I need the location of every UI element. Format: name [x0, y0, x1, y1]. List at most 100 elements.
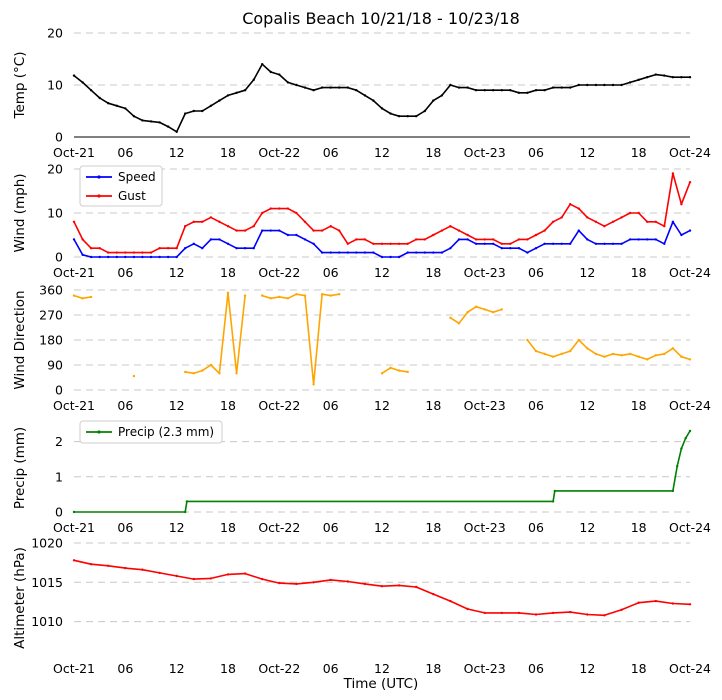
wind-data-point [483, 242, 486, 245]
temp-data-point [346, 86, 349, 89]
temp-data-point [89, 89, 93, 92]
temp-data-point [243, 89, 247, 92]
temp-data-point [166, 125, 170, 128]
temp-series-temp-line [73, 63, 690, 133]
wind-data-point [440, 251, 444, 254]
direction-data-point [312, 383, 315, 386]
wind-data-point [620, 216, 623, 219]
direction-xtick-label: 18 [631, 398, 647, 413]
temp-data-point [201, 109, 204, 113]
wind-data-point [492, 238, 495, 241]
wind-data-point [201, 220, 204, 223]
direction-data-point [560, 352, 563, 356]
temp-data-point [363, 94, 367, 97]
wind-data-point [261, 211, 264, 215]
direction-xtick-label: 06 [528, 398, 544, 413]
direction-ytick-label: 90 [47, 358, 63, 373]
wind-data-point [252, 225, 255, 228]
wind-data-point [166, 247, 170, 250]
temp-xtick-label: 12 [169, 145, 185, 160]
wind-data-point [149, 255, 153, 259]
wind-data-point [363, 238, 367, 241]
direction-xtick-label: 06 [323, 398, 339, 413]
temp-data-point [457, 86, 461, 89]
precip-ytick-label: 1 [55, 469, 63, 484]
altimeter-data-point [226, 573, 230, 576]
wind-series-speed-line [73, 221, 691, 258]
direction-data-point [184, 370, 187, 374]
precip-data-point [680, 447, 683, 450]
direction-data-point [671, 347, 675, 350]
wind-data-point [680, 203, 683, 206]
wind-data-point [98, 255, 101, 259]
direction-data-point [457, 322, 461, 325]
temp-data-point [551, 86, 555, 89]
temp-xtick-label: 06 [117, 145, 133, 160]
wind-data-point [688, 181, 692, 184]
precip-xtick-label: Oct-22 [258, 520, 300, 535]
wind-data-point [466, 238, 469, 241]
temp-data-point [107, 102, 110, 105]
wind-data-point [107, 251, 110, 254]
wind-legend-label: Gust [118, 189, 146, 203]
wind-data-point [329, 225, 332, 228]
wind-data-point [226, 242, 230, 245]
precip-xtick-label: 18 [220, 520, 236, 535]
precip-data-point [184, 510, 187, 514]
wind-data-point [89, 247, 93, 250]
wind-data-point [671, 220, 675, 223]
direction-xtick-label: 12 [374, 398, 390, 413]
wind-legend-marker [97, 194, 101, 198]
altimeter-ytick-label: 1020 [31, 536, 63, 551]
wind-data-point [637, 211, 640, 215]
altimeter-data-point [209, 577, 213, 580]
wind-data-point [158, 255, 161, 259]
precip-data-point [72, 510, 76, 514]
temp-data-point [474, 89, 478, 92]
precip-xtick-label: Oct-21 [53, 520, 95, 535]
wind-xtick-label: 18 [220, 265, 236, 280]
wind-data-point [235, 229, 238, 232]
wind-data-point [577, 229, 580, 232]
temp-xtick-label: 12 [579, 145, 595, 160]
wind-data-point [654, 238, 657, 241]
wind-legend-marker [97, 175, 101, 179]
wind-data-point [577, 207, 580, 210]
temp-data-point [526, 91, 529, 95]
temp-data-point [654, 73, 657, 76]
wind-data-point [184, 247, 187, 250]
precip-ytick-label: 0 [55, 505, 63, 520]
precip-xtick-label: 12 [579, 520, 595, 535]
precip-xtick-label: 18 [631, 520, 647, 535]
wind-data-point [218, 220, 221, 223]
wind-data-point [346, 251, 349, 254]
temp-data-point [141, 119, 144, 122]
wind-data-point [637, 238, 640, 241]
precip-xtick-label: 12 [169, 520, 185, 535]
wind-data-point [226, 225, 230, 228]
direction-data-point [577, 338, 580, 342]
altimeter-data-point [654, 599, 657, 603]
wind-data-point [312, 229, 315, 232]
altimeter-xtick-label: 12 [579, 661, 595, 676]
temp-data-point [226, 94, 230, 97]
altimeter-xtick-label: 06 [117, 661, 133, 676]
altimeter-data-point [243, 572, 247, 575]
altimeter-data-point [500, 611, 503, 615]
altimeter-y-axis-label: Altimeter (hPa) [12, 547, 28, 649]
wind-data-point [432, 233, 435, 237]
direction-data-point [397, 369, 401, 372]
wind-panel: 0 10 20 Oct-21 06 12 18 Oct-22 06 12 18 Oct-23 06 12 1… [12, 162, 711, 281]
temp-data-point [124, 107, 127, 110]
altimeter-data-point [415, 585, 418, 589]
wind-data-point [603, 225, 606, 228]
wind-data-point [492, 242, 495, 245]
wind-data-point [320, 251, 324, 254]
altimeter-data-point [517, 611, 521, 615]
altimeter-data-point [329, 578, 332, 582]
altimeter-data-point [603, 614, 606, 617]
temp-xtick-label: 06 [323, 145, 339, 160]
direction-xtick-label: 12 [169, 398, 185, 413]
direction-data-point [235, 372, 238, 375]
